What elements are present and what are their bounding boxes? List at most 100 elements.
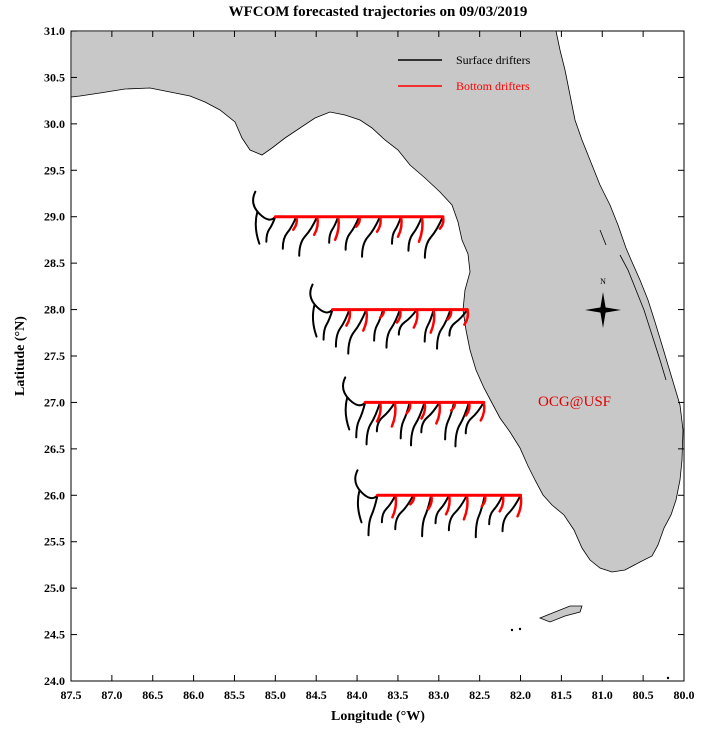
x-tick-label: 84.5 bbox=[306, 688, 327, 702]
north-arrow-label: N bbox=[600, 277, 606, 286]
surface-drifter-track bbox=[367, 494, 379, 537]
bottom-drifter-track bbox=[405, 401, 412, 415]
bottom-drifter-track bbox=[417, 215, 424, 243]
surface-drifter-track bbox=[341, 376, 367, 431]
x-tick-label: 84.0 bbox=[347, 688, 368, 702]
surface-drifter-track bbox=[322, 308, 334, 341]
bottom-drifter-track bbox=[464, 401, 471, 417]
bottom-drifter-track bbox=[345, 308, 352, 327]
y-tick-label: 26.5 bbox=[44, 442, 65, 456]
bottom-drifter-track bbox=[292, 215, 299, 231]
y-tick-label: 28.0 bbox=[44, 303, 65, 317]
surface-drifter-track bbox=[394, 494, 415, 531]
x-tick-label: 87.5 bbox=[61, 688, 82, 702]
chart-title: WFCOM forecasted trajectories on 09/03/2… bbox=[229, 4, 528, 20]
surface-drifter-track bbox=[447, 494, 468, 532]
x-tick-label: 82.0 bbox=[510, 688, 531, 702]
bottom-drifter-track bbox=[479, 401, 486, 422]
surface-drifter-track bbox=[265, 215, 277, 243]
bottom-drifter-track bbox=[375, 215, 382, 233]
x-tick-label: 80.5 bbox=[633, 688, 654, 702]
surface-drifter-track bbox=[344, 215, 361, 251]
surface-drifter-track bbox=[309, 283, 334, 338]
surface-drifter-track bbox=[375, 401, 396, 433]
x-tick-label: 86.5 bbox=[142, 688, 163, 702]
y-tick-label: 25.5 bbox=[44, 535, 65, 549]
keys-islet bbox=[666, 676, 670, 680]
x-tick-label: 86.0 bbox=[183, 688, 204, 702]
surface-drifter-track bbox=[334, 308, 351, 348]
x-tick-label: 85.5 bbox=[224, 688, 245, 702]
bottom-drifter-track bbox=[409, 494, 416, 506]
y-tick-label: 30.0 bbox=[44, 117, 65, 131]
y-tick-label: 31.0 bbox=[44, 24, 65, 38]
surface-drifter-track bbox=[407, 215, 423, 252]
bottom-drifter-track bbox=[420, 401, 427, 420]
bottom-drifter-track bbox=[429, 308, 436, 334]
surface-drifter-track bbox=[365, 401, 382, 446]
trajectories bbox=[252, 190, 523, 539]
surface-drifter-track bbox=[361, 215, 382, 258]
land-florida bbox=[70, 30, 684, 573]
surface-drifter-track bbox=[420, 401, 441, 434]
legend: Surface drifters Bottom drifters bbox=[398, 53, 531, 93]
watermark: OCG@USF bbox=[538, 394, 611, 410]
axis-ticks: 87.5 87.0 86.5 86.0 85.5 85.0 84.5 84.0 83.5 83.0… bbox=[44, 24, 695, 702]
surface-drifter-track bbox=[252, 190, 277, 245]
bottom-drifter-track bbox=[390, 401, 397, 428]
x-tick-label: 80.0 bbox=[674, 688, 695, 702]
y-tick-label: 25.0 bbox=[44, 581, 65, 595]
surface-drifter-track bbox=[298, 215, 319, 257]
bottom-drifter-track bbox=[435, 401, 442, 425]
surface-drifter-track bbox=[423, 215, 444, 259]
surface-drifter-track bbox=[434, 494, 451, 525]
surface-drifter-track bbox=[281, 215, 298, 250]
north-arrow-icon bbox=[585, 292, 621, 328]
x-tick-label: 81.0 bbox=[592, 688, 613, 702]
surface-drifter-track bbox=[421, 494, 433, 538]
x-tick-label: 85.0 bbox=[265, 688, 286, 702]
surface-drifter-track bbox=[501, 494, 522, 533]
bottom-drifter-track bbox=[375, 401, 382, 423]
bottom-drifter-track bbox=[312, 215, 320, 236]
y-tick-label: 24.0 bbox=[44, 674, 65, 688]
surface-drifter-track bbox=[397, 308, 418, 336]
legend-bottom-label: Bottom drifters bbox=[456, 79, 530, 93]
x-tick-label: 83.0 bbox=[428, 688, 449, 702]
surface-drifter-track bbox=[454, 401, 470, 448]
bottom-drifter-track bbox=[516, 494, 523, 518]
y-tick-label: 29.5 bbox=[44, 163, 65, 177]
x-tick-label: 82.5 bbox=[469, 688, 490, 702]
surface-drifter-track bbox=[399, 401, 411, 440]
x-tick-label: 83.5 bbox=[387, 688, 408, 702]
bottom-drifter-track bbox=[449, 401, 456, 412]
bottom-drifter-track bbox=[463, 308, 470, 326]
bottom-drifter-track bbox=[354, 215, 361, 228]
bottom-drifter-track bbox=[412, 308, 419, 329]
surface-drifter-track bbox=[436, 308, 452, 350]
bottom-drifter-track bbox=[395, 308, 402, 324]
y-tick-label: 27.0 bbox=[44, 395, 65, 409]
bottom-drifter-track bbox=[498, 494, 505, 513]
x-axis-label: Longitude (°W) bbox=[331, 709, 425, 724]
bottom-drifter-track bbox=[333, 215, 340, 241]
surface-drifter-track bbox=[488, 494, 504, 526]
surface-drifter-track bbox=[409, 401, 426, 447]
surface-drifter-track bbox=[380, 494, 397, 524]
bottom-drifter-track bbox=[391, 494, 398, 519]
surface-drifter-track bbox=[448, 308, 469, 337]
y-tick-label: 28.5 bbox=[44, 256, 65, 270]
legend-surface-label: Surface drifters bbox=[456, 53, 531, 67]
x-tick-label: 81.5 bbox=[551, 688, 572, 702]
surface-drifter-track bbox=[464, 401, 485, 435]
keys-islands bbox=[538, 605, 583, 623]
y-tick-label: 24.5 bbox=[44, 628, 65, 642]
bottom-drifter-track bbox=[462, 494, 469, 521]
keys-islet bbox=[518, 627, 522, 631]
bottom-drifter-track bbox=[480, 494, 487, 508]
y-tick-label: 27.5 bbox=[44, 349, 65, 363]
bottom-drifter-track bbox=[446, 308, 453, 321]
y-tick-label: 29.0 bbox=[44, 210, 65, 224]
surface-drifter-track bbox=[385, 308, 401, 349]
